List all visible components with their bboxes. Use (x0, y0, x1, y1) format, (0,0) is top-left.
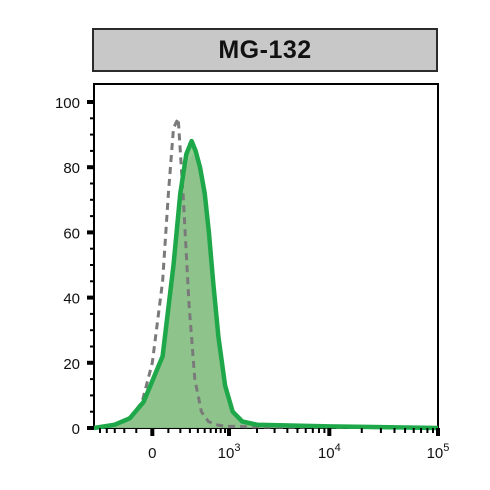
y-tick-label-3: 60 (63, 225, 80, 242)
series-green-line (93, 138, 439, 431)
chart-title: MG-132 (218, 35, 312, 64)
chart-title-strip: MG-132 (92, 28, 438, 72)
plot-frame (93, 83, 439, 429)
series-gray-dashed-line (93, 112, 439, 430)
y-tick-label-0: 0 (72, 421, 80, 438)
y-tick-label-4: 80 (63, 160, 80, 177)
x-tick-label-2: 104 (318, 442, 341, 462)
x-tick-label-0: 0 (148, 445, 156, 462)
y-tick-label-5: 100 (55, 95, 80, 112)
x-tick-label-3: 105 (427, 442, 450, 462)
y-tick-label-2: 40 (63, 291, 80, 308)
x-tick-label-1: 103 (218, 442, 241, 462)
y-tick-label-1: 20 (63, 356, 80, 373)
